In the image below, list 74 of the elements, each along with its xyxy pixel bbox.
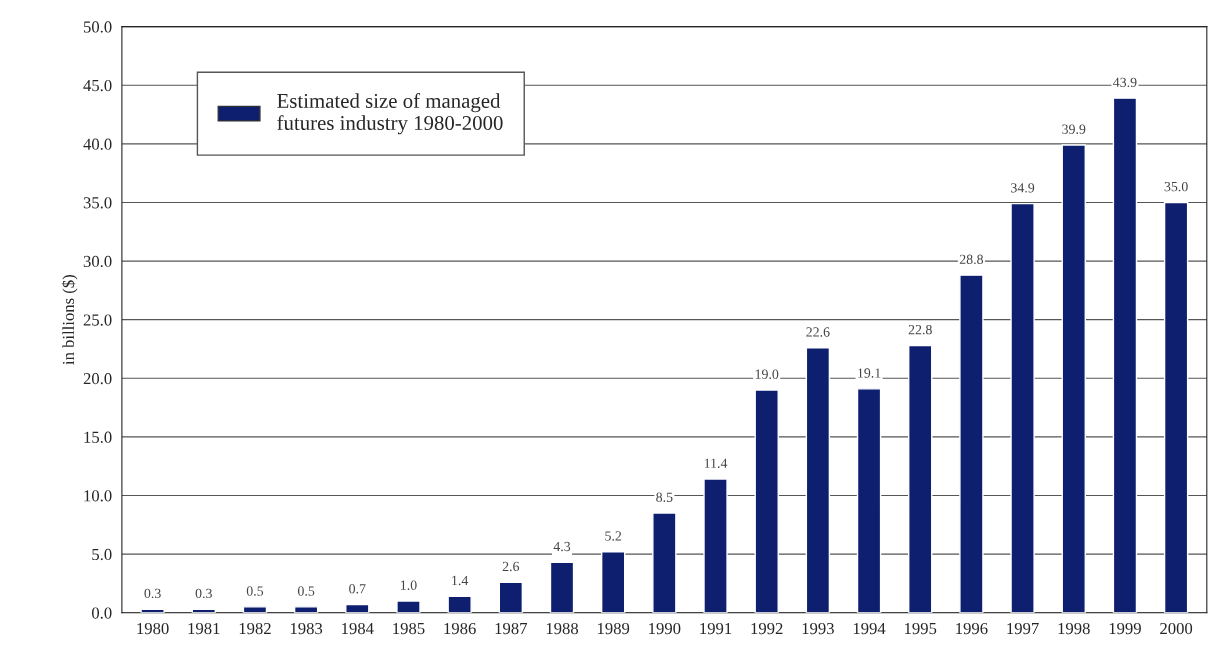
data-label: 8.5: [656, 492, 673, 502]
data-label: 35.0: [1164, 181, 1188, 192]
bar: [805, 347, 831, 613]
x-tick-label: 2000: [1160, 622, 1193, 635]
x-tick-label: 1998: [1058, 622, 1090, 635]
x-tick-label: 1987: [495, 622, 528, 635]
x-tick-label: 1985: [393, 622, 425, 635]
x-tick-label: 1992: [751, 622, 783, 635]
y-tick-label: 5.0: [92, 548, 112, 561]
y-tick-label: 50.0: [83, 21, 112, 33]
data-label: 1.0: [401, 580, 417, 590]
y-tick-label: 25.0: [83, 314, 112, 326]
data-label: 22.8: [908, 324, 932, 335]
x-tick-label: 1980: [137, 622, 169, 635]
data-label: 5.2: [605, 531, 622, 541]
y-tick-label: 0.0: [91, 607, 112, 619]
bar: [959, 274, 984, 613]
bar: [242, 606, 268, 613]
bar: [1061, 144, 1086, 613]
y-tick-label: 45.0: [83, 79, 112, 92]
data-label: 19.1: [858, 368, 881, 378]
x-tick-label: 1983: [290, 622, 323, 635]
bar: [600, 551, 626, 613]
x-tick-label: 1988: [546, 622, 579, 635]
data-label: 34.9: [1011, 183, 1035, 193]
x-tick-label: 1989: [597, 622, 630, 635]
y-tick-label: 35.0: [83, 197, 112, 209]
x-tick-label: 1982: [239, 622, 271, 635]
x-tick-label: 1999: [1109, 622, 1141, 635]
bar: [447, 595, 472, 613]
x-tick-label: 1997: [1007, 622, 1039, 635]
data-label: 28.8: [959, 254, 984, 265]
y-tick-label: 40.0: [83, 138, 112, 150]
x-tick-label: 1984: [342, 622, 374, 635]
bar: [293, 606, 319, 613]
data-label: 11.4: [704, 458, 728, 468]
data-label: 39.9: [1062, 124, 1086, 134]
bar: [1010, 202, 1035, 613]
bar: [1163, 201, 1189, 613]
y-tick-label: 20.0: [83, 372, 112, 385]
data-label: 0.7: [349, 583, 366, 594]
bar: [1112, 97, 1138, 613]
bar: [908, 344, 933, 613]
x-tick-label: 1991: [700, 622, 732, 635]
y-tick-label: 30.0: [83, 255, 112, 268]
bar: [754, 389, 779, 613]
y-tick-label: 10.0: [84, 490, 112, 502]
y-tick-label: 15.0: [84, 431, 112, 443]
x-tick-label: 1994: [853, 622, 886, 635]
x-tick-label: 1996: [956, 622, 988, 635]
x-tick-label: 1986: [444, 622, 476, 635]
x-tick-label: 1995: [905, 622, 937, 635]
data-label: 0.3: [195, 588, 212, 599]
bar: [652, 512, 677, 613]
legend-label: Estimated size of managed futures industry 1980-2000: [277, 93, 503, 135]
data-label: 2.6: [502, 561, 520, 572]
data-label: 4.3: [553, 541, 571, 552]
data-label: 0.5: [246, 586, 264, 596]
x-tick-label: 1990: [649, 622, 681, 635]
x-tick-label: 1981: [188, 622, 220, 635]
bar: [549, 561, 575, 613]
y-axis-title: in billions ($): [61, 275, 78, 365]
x-tick-label: 1993: [802, 622, 834, 635]
data-label: 0.3: [144, 588, 161, 599]
data-label: 1.4: [452, 575, 469, 586]
bar: [498, 581, 524, 613]
bar: [856, 388, 882, 613]
data-label: 22.6: [806, 327, 830, 337]
data-label: 19.0: [755, 369, 779, 379]
bar: [703, 478, 728, 613]
data-label: 43.9: [1113, 77, 1137, 88]
bar: [396, 600, 421, 613]
data-label: 0.5: [297, 586, 315, 596]
bar: [345, 603, 370, 613]
